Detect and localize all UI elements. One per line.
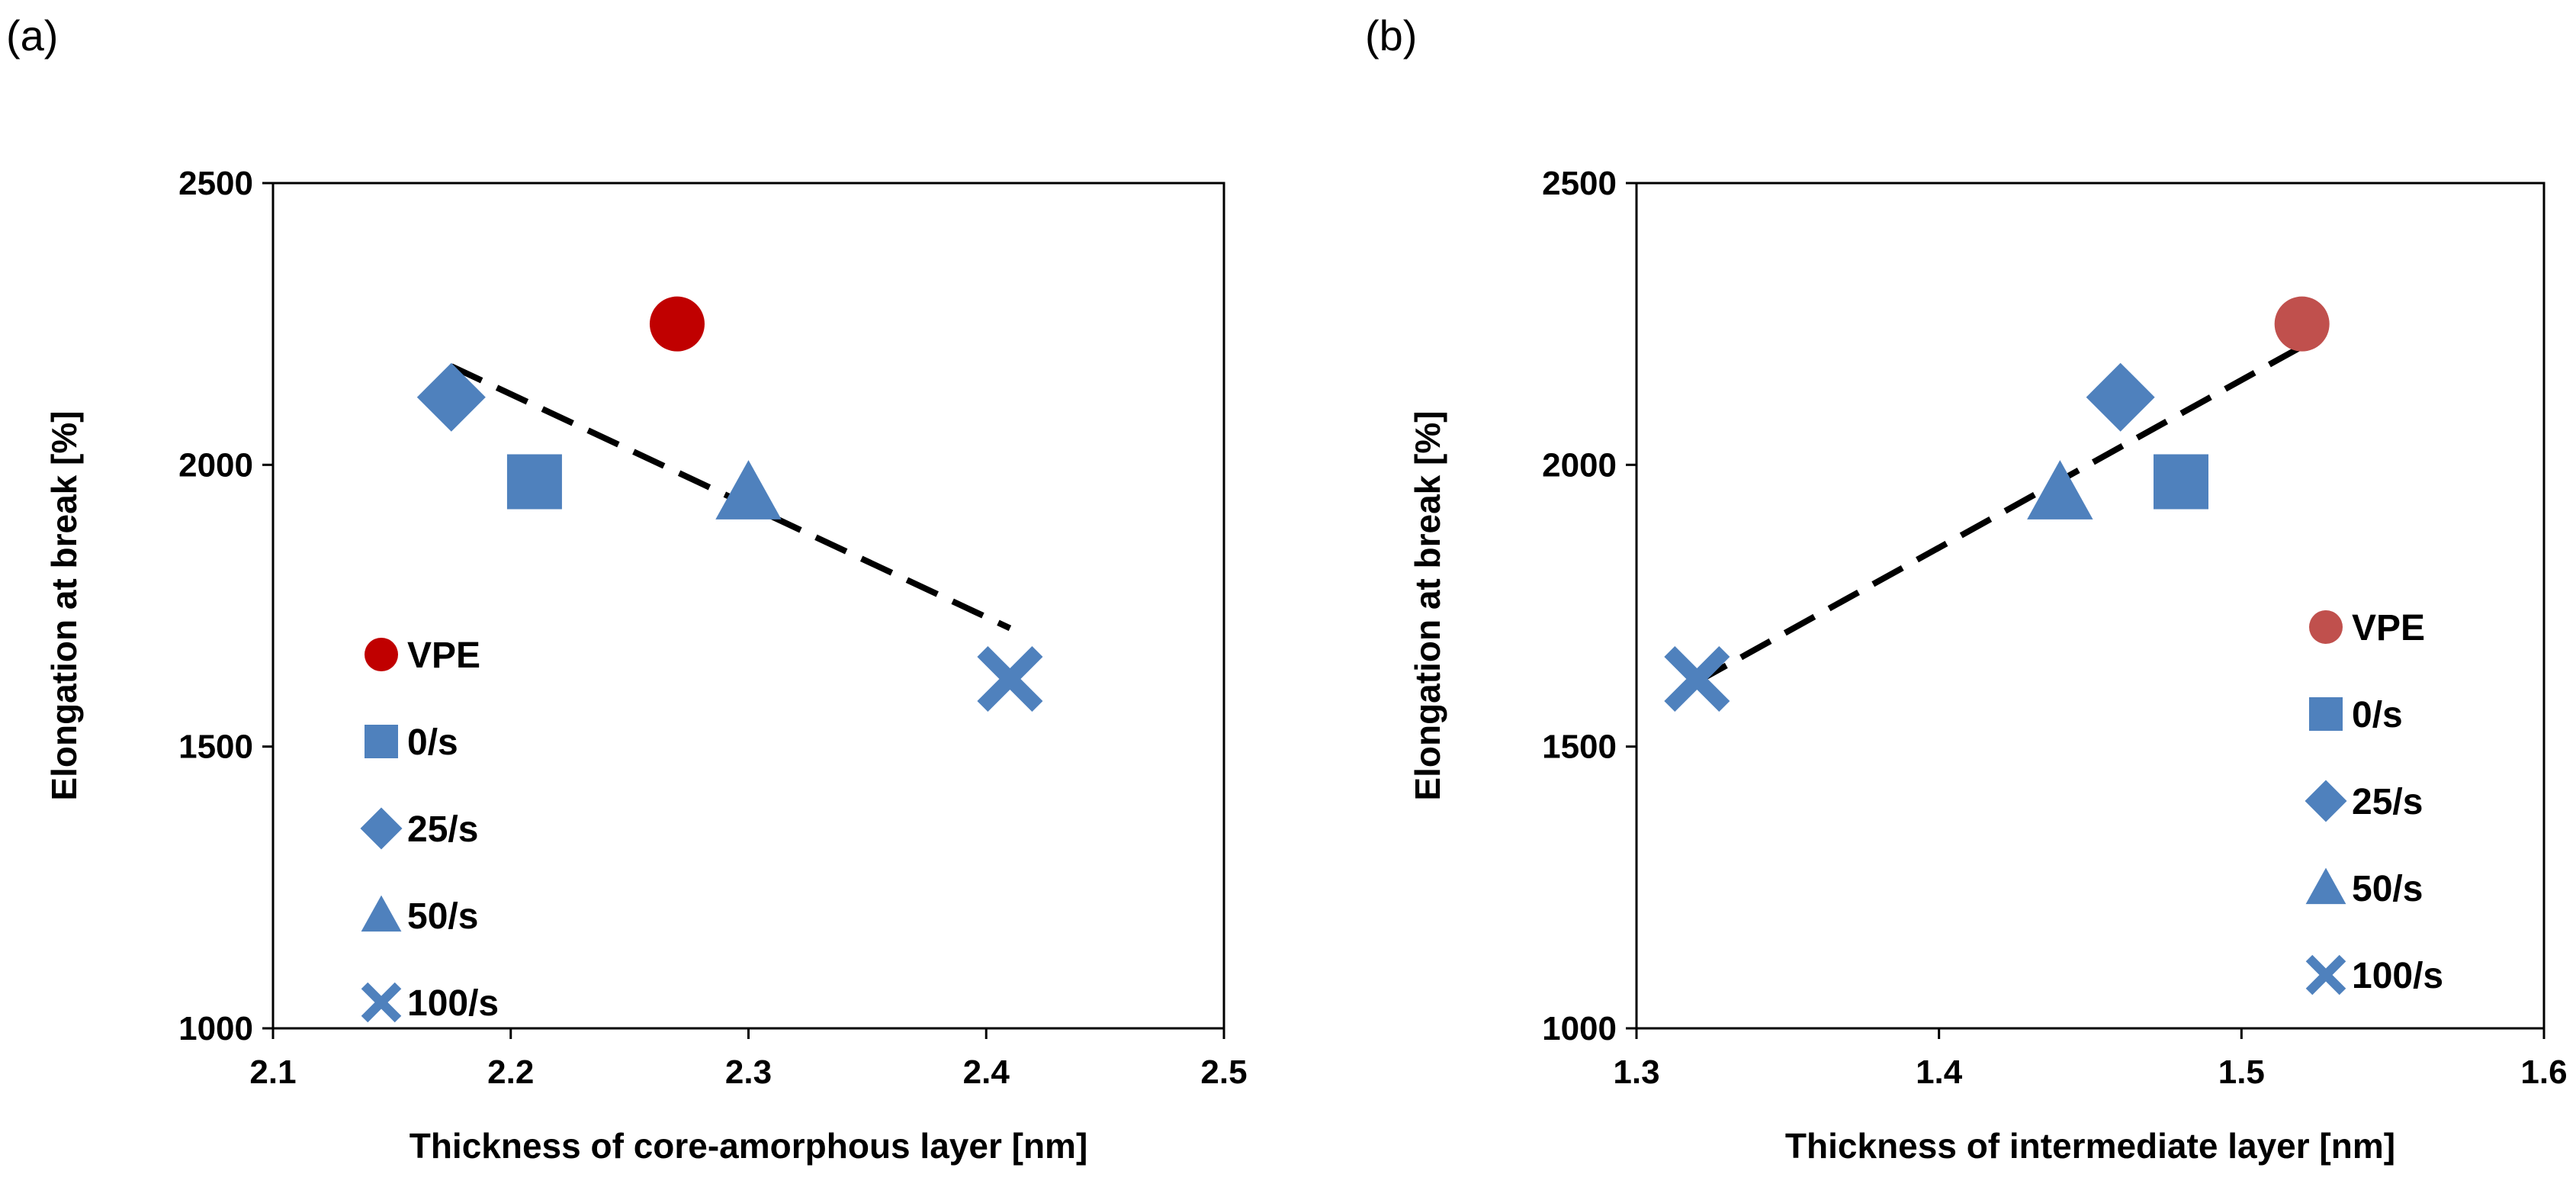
chart-panel-b: (b) 1.3 1.4 1.5 1.6 1000 1500 2000 2500 Thickness… [1365,11,2568,1166]
x-tick-label: 2.4 [963,1054,1010,1091]
legend-marker-vpe [2309,610,2343,644]
plot-area-frame [1635,182,2545,1030]
data-point-0-per-s [2154,454,2208,510]
legend-marker-0-per-s [2309,697,2343,731]
x-tick-label: 1.6 [2520,1054,2567,1091]
y-tick-label: 2500 [1542,165,1617,202]
legend-label: 100/s [2352,956,2443,996]
data-point-vpe [2274,296,2330,352]
legend-marker-100-per-s [361,982,402,1023]
legend-label: 25/s [407,809,478,850]
trendline-dashed [1695,343,2304,685]
legend-marker-25-per-s [2305,780,2347,822]
y-tick-label: 1000 [178,1010,253,1047]
legend-label: 50/s [2352,869,2423,909]
panel-label: (b) [1365,11,1417,60]
data-point-50-per-s [2027,460,2093,520]
legend-marker-vpe [365,638,398,671]
data-point-25-per-s [2086,362,2155,432]
legend-label: 0/s [2352,695,2403,735]
y-tick-label: 1500 [178,729,253,766]
y-axis-title: Elongation at break [%] [44,410,84,800]
legend: VPE 0/s 25/s 50/s 100/s [2305,608,2443,996]
legend-marker-0-per-s [365,725,398,758]
x-axis-title: Thickness of core-amorphous layer [nm] [410,1126,1088,1166]
y-axis-title: Elongation at break [%] [1408,410,1447,800]
legend-label: 50/s [407,896,478,937]
y-tick-label: 2000 [178,446,253,484]
legend-marker-50-per-s [2305,867,2346,905]
data-point-100-per-s [977,646,1043,713]
legend-label: 100/s [407,983,499,1024]
x-tick-label: 2.2 [487,1054,534,1091]
chart-panel-a: (a) 2.1 2.2 2.3 2.4 2.5 1000 1500 2000 2500 Thickn… [6,11,1248,1166]
x-axis-title: Thickness of intermediate layer [nm] [1785,1126,2395,1166]
x-tick-label: 1.5 [2218,1054,2265,1091]
x-tick-label: 1.3 [1613,1054,1659,1091]
data-point-50-per-s [715,460,782,520]
data-point-100-per-s [1664,646,1730,713]
y-tick-label: 2000 [1542,446,1617,484]
y-tick-label: 2500 [178,165,253,202]
legend-marker-50-per-s [361,895,402,932]
legend-label: 25/s [2352,782,2423,822]
x-tick-label: 2.1 [249,1054,296,1091]
x-tick-label: 2.3 [725,1054,772,1091]
x-tick-label: 2.5 [1200,1054,1247,1091]
panel-label: (a) [6,11,58,60]
x-tick-label: 1.4 [1916,1054,1963,1091]
y-tick-label: 1000 [1542,1010,1617,1047]
legend-label: VPE [2352,608,2425,648]
y-tick-label: 1500 [1542,729,1617,766]
legend: VPE 0/s 25/s 50/s 100/s [360,635,499,1024]
legend-marker-100-per-s [2305,954,2346,996]
legend-marker-25-per-s [360,807,403,850]
legend-label: VPE [407,635,480,676]
legend-label: 0/s [407,722,458,763]
data-point-0-per-s [506,454,562,510]
data-point-25-per-s [416,362,486,432]
data-point-vpe [649,296,705,352]
